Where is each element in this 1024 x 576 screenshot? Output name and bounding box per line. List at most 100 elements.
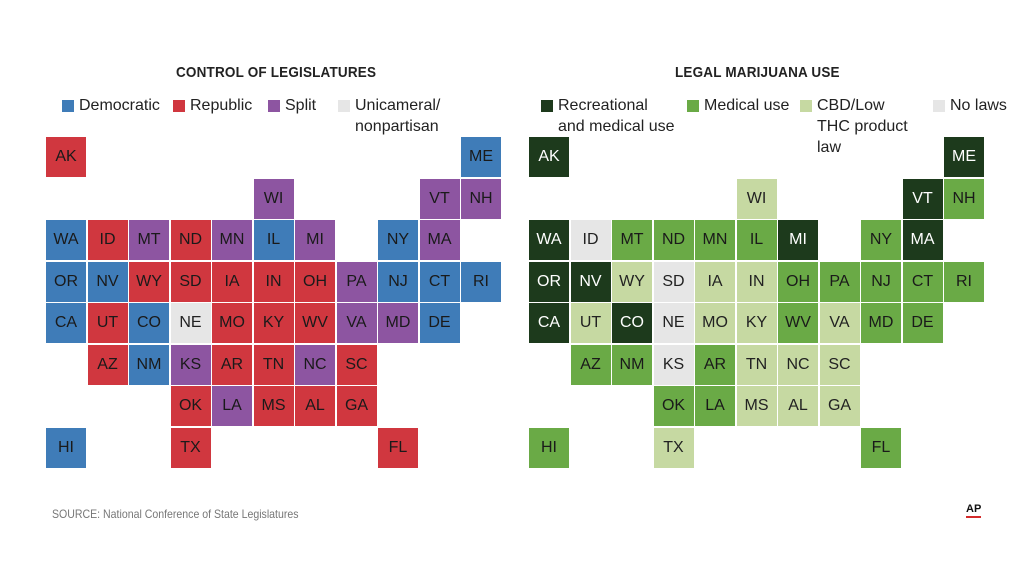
state-tile-in: IN bbox=[736, 261, 777, 302]
state-tile-ne: NE bbox=[653, 303, 694, 343]
legend-label-democratic: Democratic bbox=[79, 97, 160, 114]
state-tile-ny: NY bbox=[861, 220, 901, 260]
state-tile-nm: NM bbox=[129, 344, 169, 385]
state-tile-ga: GA bbox=[336, 386, 377, 426]
state-tile-wa: WA bbox=[529, 220, 569, 260]
state-tile-de: DE bbox=[419, 303, 460, 343]
state-tile-al: AL bbox=[778, 386, 818, 426]
state-tile-tx: TX bbox=[653, 427, 694, 468]
state-tile-id: ID bbox=[87, 220, 128, 260]
legend-label-recreational: Recreational and medical use bbox=[558, 97, 675, 135]
state-tile-mt: MT bbox=[612, 220, 652, 260]
state-tile-ri: RI bbox=[944, 261, 984, 302]
state-tile-mt: MT bbox=[129, 220, 169, 260]
tile-map-legislatures: AK ME WI VT NH WA ID MT ND MN IL MI NY MA OR NV WY SD IA IN… bbox=[46, 137, 501, 468]
state-tile-nh: NH bbox=[461, 178, 501, 219]
state-tile-fl: FL bbox=[861, 427, 901, 468]
state-tile-mi: MI bbox=[295, 220, 335, 260]
legend-swatch-medical bbox=[687, 100, 699, 112]
state-tile-co: CO bbox=[612, 303, 652, 343]
state-tile-az: AZ bbox=[570, 344, 611, 385]
state-tile-nj: NJ bbox=[378, 261, 418, 302]
legend-swatch-no-laws bbox=[933, 100, 945, 112]
state-tile-la: LA bbox=[212, 386, 252, 426]
state-tile-vt: VT bbox=[419, 178, 460, 219]
state-tile-ca: CA bbox=[46, 303, 86, 343]
state-tile-tx: TX bbox=[170, 427, 211, 468]
state-tile-ca: CA bbox=[529, 303, 569, 343]
map-title-marijuana: LEGAL MARIJUANA USE bbox=[675, 64, 840, 81]
state-tile-ak: AK bbox=[46, 137, 86, 177]
state-tile-nm: NM bbox=[612, 344, 652, 385]
state-tile-az: AZ bbox=[87, 344, 128, 385]
state-tile-md: MD bbox=[861, 303, 901, 343]
state-tile-al: AL bbox=[295, 386, 335, 426]
state-tile-sc: SC bbox=[336, 344, 377, 385]
state-tile-pa: PA bbox=[819, 261, 860, 302]
state-tile-pa: PA bbox=[336, 261, 377, 302]
legend-label-split: Split bbox=[285, 97, 317, 114]
tile-map-marijuana: AK ME WI VT NH WA ID MT ND MN IL MI NY MA OR NV WY SD IA IN… bbox=[529, 137, 984, 468]
legend-swatch-republic bbox=[173, 100, 185, 112]
state-tile-wy: WY bbox=[612, 261, 652, 302]
state-tile-ut: UT bbox=[570, 303, 611, 343]
state-tile-sd: SD bbox=[653, 261, 694, 302]
state-tile-sd: SD bbox=[170, 261, 211, 302]
state-tile-nd: ND bbox=[653, 220, 694, 260]
state-tile-md: MD bbox=[378, 303, 418, 343]
state-tile-me: ME bbox=[461, 137, 501, 177]
state-tile-de: DE bbox=[902, 303, 943, 343]
state-tile-ok: OK bbox=[653, 386, 694, 426]
state-tile-va: VA bbox=[819, 303, 860, 343]
state-tile-tn: TN bbox=[253, 344, 294, 385]
state-tile-ar: AR bbox=[212, 344, 252, 385]
state-tile-mo: MO bbox=[212, 303, 252, 343]
state-tile-me: ME bbox=[944, 137, 984, 177]
state-tile-ks: KS bbox=[653, 344, 694, 385]
state-tile-nd: ND bbox=[170, 220, 211, 260]
state-tile-hi: HI bbox=[46, 427, 86, 468]
state-tile-il: IL bbox=[253, 220, 294, 260]
state-tile-wy: WY bbox=[129, 261, 169, 302]
state-tile-ct: CT bbox=[902, 261, 943, 302]
state-tile-nv: NV bbox=[87, 261, 128, 302]
ap-logo: AP bbox=[966, 503, 982, 518]
state-tile-hi: HI bbox=[529, 427, 569, 468]
legend-swatch-cbd bbox=[800, 100, 812, 112]
legend-label-no-laws: No laws bbox=[950, 97, 1007, 114]
map-title-legislatures: CONTROL OF LEGISLATURES bbox=[176, 64, 377, 81]
state-tile-ne: NE bbox=[170, 303, 211, 343]
state-tile-fl: FL bbox=[378, 427, 418, 468]
state-tile-wv: WV bbox=[778, 303, 818, 343]
state-tile-tn: TN bbox=[736, 344, 777, 385]
state-tile-wv: WV bbox=[295, 303, 335, 343]
source-note: SOURCE: National Conference of State Leg… bbox=[52, 507, 299, 521]
state-tile-ma: MA bbox=[902, 220, 943, 260]
state-tile-mi: MI bbox=[778, 220, 818, 260]
state-tile-or: OR bbox=[529, 261, 569, 302]
state-tile-ms: MS bbox=[736, 386, 777, 426]
state-tile-or: OR bbox=[46, 261, 86, 302]
state-tile-ky: KY bbox=[736, 303, 777, 343]
state-tile-wi: WI bbox=[736, 178, 777, 219]
state-tile-la: LA bbox=[695, 386, 735, 426]
state-tile-sc: SC bbox=[819, 344, 860, 385]
state-tile-ri: RI bbox=[461, 261, 501, 302]
state-tile-ok: OK bbox=[170, 386, 211, 426]
state-tile-va: VA bbox=[336, 303, 377, 343]
legend-label-medical: Medical use bbox=[704, 97, 790, 114]
state-tile-co: CO bbox=[129, 303, 169, 343]
state-tile-ks: KS bbox=[170, 344, 211, 385]
state-tile-oh: OH bbox=[295, 261, 335, 302]
legend-label-unicameral: Unicameral/ nonpartisan bbox=[355, 97, 441, 135]
state-tile-oh: OH bbox=[778, 261, 818, 302]
state-tile-il: IL bbox=[736, 220, 777, 260]
legend-swatch-recreational bbox=[541, 100, 553, 112]
state-tile-mo: MO bbox=[695, 303, 735, 343]
state-tile-nh: NH bbox=[944, 178, 984, 219]
legend-label-cbd: CBD/Low THC product law bbox=[817, 97, 908, 156]
state-tile-ma: MA bbox=[419, 220, 460, 260]
state-tile-nc: NC bbox=[778, 344, 818, 385]
state-tile-ia: IA bbox=[695, 261, 735, 302]
legend-swatch-unicameral bbox=[338, 100, 350, 112]
